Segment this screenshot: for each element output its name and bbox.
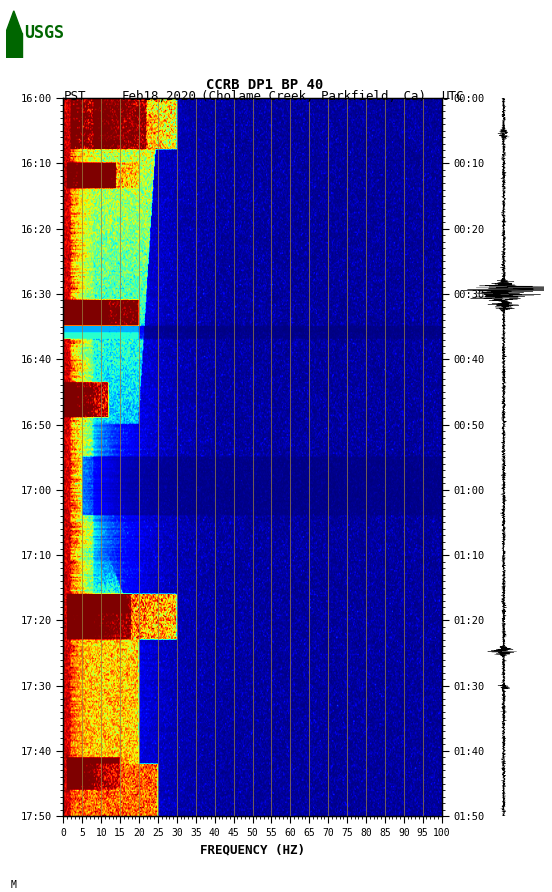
Text: UTC: UTC <box>442 90 464 103</box>
Text: M: M <box>11 880 17 890</box>
Text: (Cholame Creek, Parkfield, Ca): (Cholame Creek, Parkfield, Ca) <box>201 90 427 103</box>
Polygon shape <box>6 33 22 58</box>
Text: CCRB DP1 BP 40: CCRB DP1 BP 40 <box>206 78 323 92</box>
Text: Feb18,2020: Feb18,2020 <box>121 90 197 103</box>
Polygon shape <box>6 11 22 33</box>
Text: USGS: USGS <box>24 24 63 43</box>
Text: PST: PST <box>63 90 86 103</box>
X-axis label: FREQUENCY (HZ): FREQUENCY (HZ) <box>200 844 305 856</box>
